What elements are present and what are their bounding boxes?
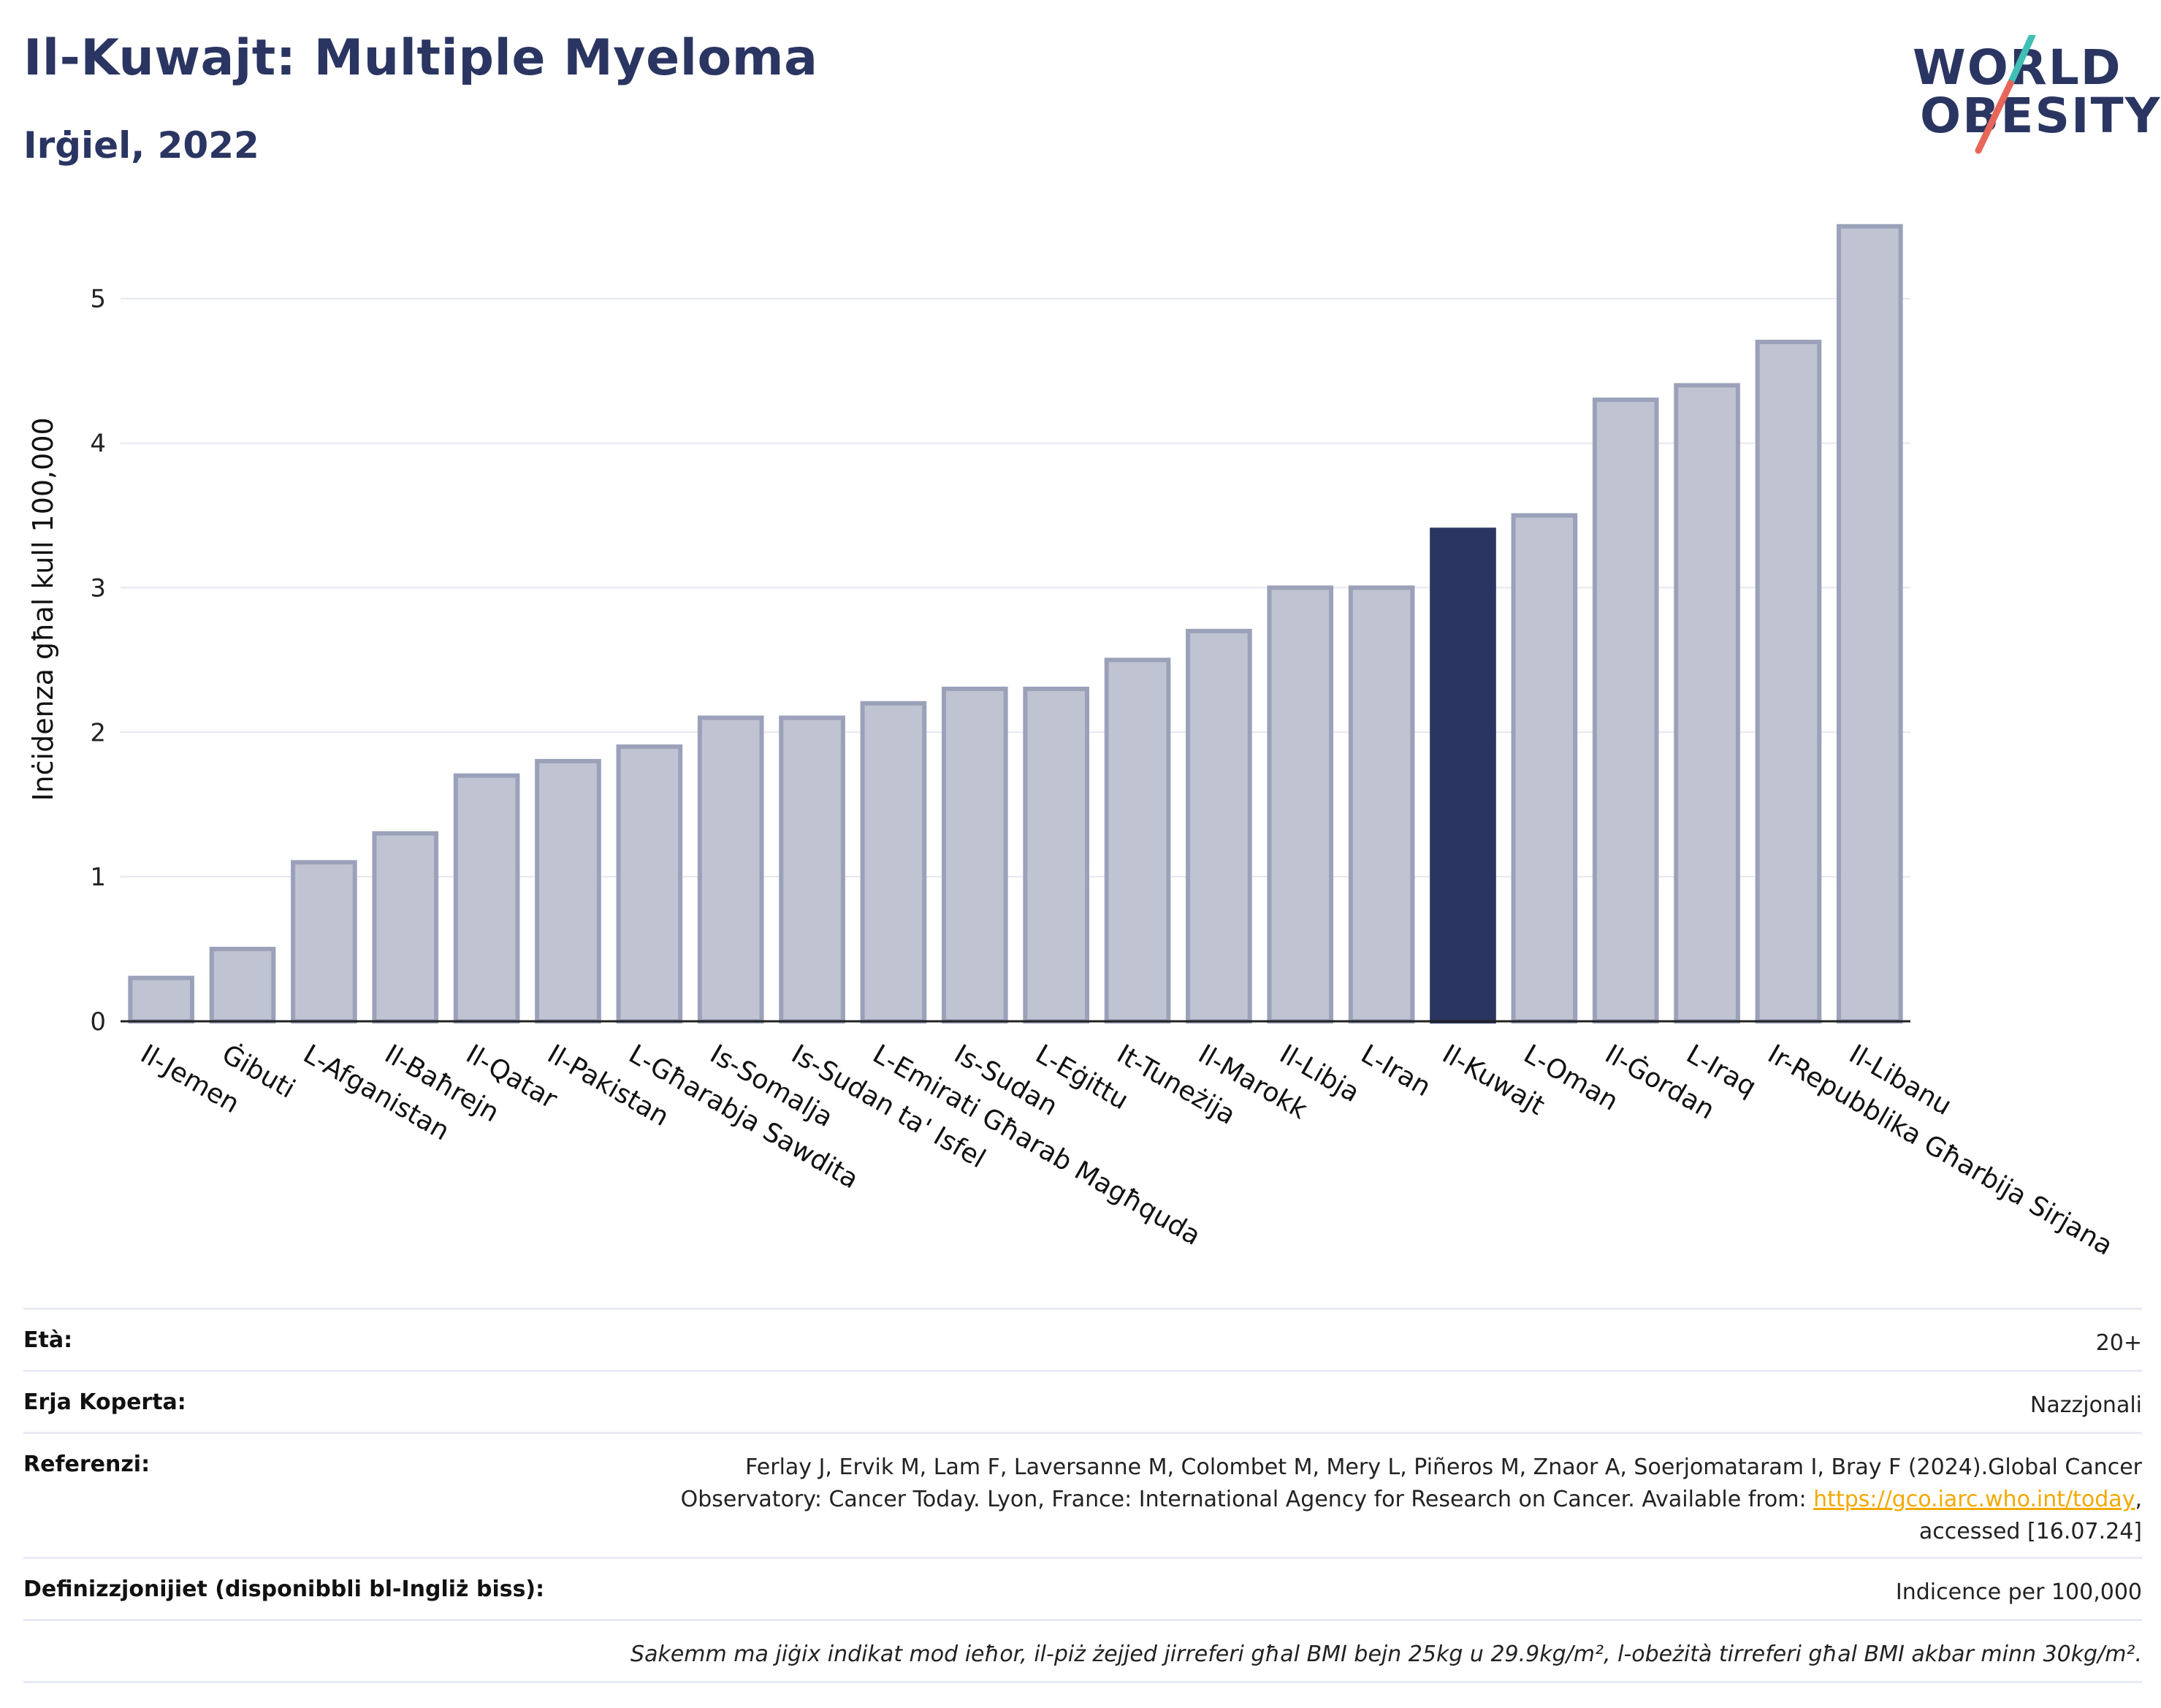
bar-6	[616, 744, 683, 1023]
y-axis-label: Inċidenza għal kull 100,000	[27, 417, 59, 801]
x-axis-ticks: Il-JemenĠibutiL-AfganistanIl-BaħrejnIl-Q…	[135, 1039, 2117, 1262]
y-tick-label: 3	[90, 573, 106, 603]
metadata-table: Età: 20+ Erja Koperta: Nazzjonali Refere…	[23, 1308, 2142, 1683]
bar-1	[209, 947, 276, 1023]
world-obesity-logo: WORLD OBESITY	[1899, 35, 2160, 159]
bar-chart: 0 1 2 3 4 5 Il-JemenĠibutiL-AfganistanIl-Baħr…	[27, 224, 2118, 1262]
reference-link[interactable]: https://gco.iarc.who.int/today	[1813, 1487, 2135, 1512]
bar-14	[1267, 585, 1334, 1023]
y-tick-label: 1	[90, 863, 106, 892]
bar-3	[372, 831, 439, 1024]
definitions-value: Indicence per 100,000	[1895, 1579, 2142, 1605]
meta-row-definitions: Definizzjonijiet (disponibbli bl-Ingliż …	[23, 1557, 2142, 1619]
bar-8	[779, 715, 845, 1023]
references-value: Ferlay J, Ervik M, Lam F, Laversanne M, …	[681, 1434, 2142, 1548]
bar-12	[1104, 657, 1171, 1023]
y-tick-label: 0	[90, 1007, 106, 1037]
reference-line-2-text: Observatory: Cancer Today. Lyon, France:…	[680, 1487, 1814, 1512]
bar-20	[1755, 340, 1822, 1024]
y-tick-label: 2	[90, 718, 106, 747]
reference-line-2: Observatory: Cancer Today. Lyon, France:…	[681, 1484, 2142, 1516]
logo-line2: OBESITY	[1920, 88, 2161, 144]
page-title: Il-Kuwajt: Multiple Myeloma	[23, 29, 818, 87]
x-tick-label: Ir-Repubblika Għarbija Sirjana	[1763, 1039, 2118, 1261]
reference-line-2-end: ,	[2135, 1487, 2142, 1512]
bar-9	[860, 701, 927, 1023]
bar-2	[291, 860, 357, 1024]
bar-10	[942, 686, 1008, 1024]
bar-13	[1186, 628, 1252, 1023]
meta-row-area: Erja Koperta: Nazzjonali	[23, 1370, 2142, 1432]
bar-7	[697, 715, 764, 1023]
reference-line-1: Ferlay J, Ervik M, Lam F, Laversanne M, …	[745, 1455, 2142, 1480]
bar-16	[1430, 527, 1496, 1023]
bar-0	[128, 975, 194, 1023]
bar-15	[1348, 585, 1415, 1023]
definitions-label: Definizzjonijiet (disponibbli bl-Ingliż …	[23, 1577, 545, 1602]
y-tick-label: 4	[90, 430, 106, 459]
reference-line-3: accessed [16.07.24]	[1918, 1519, 2142, 1544]
bar-19	[1674, 383, 1740, 1023]
y-axis-ticks: 0 1 2 3 4 5	[90, 285, 106, 1037]
area-label: Erja Koperta:	[23, 1389, 186, 1415]
page-subtitle: Irġiel, 2022	[23, 124, 259, 167]
bar-21	[1837, 224, 1903, 1023]
meta-row-age: Età: 20+	[23, 1308, 2142, 1370]
bar-5	[535, 758, 601, 1024]
references-label: Referenzi:	[23, 1452, 150, 1477]
bar-4	[453, 773, 520, 1023]
age-value: 20+	[2095, 1330, 2142, 1356]
bar-17	[1511, 513, 1578, 1023]
y-tick-label: 5	[90, 285, 106, 314]
bar-18	[1592, 397, 1659, 1023]
bar-11	[1023, 686, 1090, 1024]
footnote: Sakemm ma jiġix indikat mod ieħor, il-pi…	[630, 1642, 2142, 1667]
meta-row-note: Sakemm ma jiġix indikat mod ieħor, il-pi…	[23, 1619, 2142, 1683]
age-label: Età:	[23, 1327, 73, 1353]
logo-slash-icon	[1975, 35, 2036, 154]
x-tick-label: L-Iran	[1356, 1039, 1436, 1102]
area-value: Nazzjonali	[2029, 1392, 2142, 1418]
meta-row-references: Referenzi: Ferlay J, Ervik M, Lam F, Lav…	[23, 1432, 2142, 1557]
bars	[128, 224, 1903, 1024]
